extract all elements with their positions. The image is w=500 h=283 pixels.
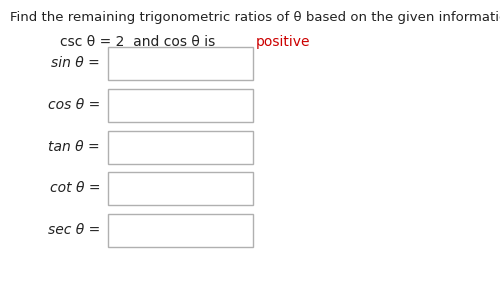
Bar	[108, 46, 253, 80]
Text: Find the remaining trigonometric ratios of θ based on the given information.: Find the remaining trigonometric ratios …	[10, 11, 500, 24]
Bar	[108, 89, 253, 121]
Text: cot θ =: cot θ =	[50, 181, 100, 195]
Bar	[108, 130, 253, 164]
Text: cos θ =: cos θ =	[48, 98, 100, 112]
Text: sin θ =: sin θ =	[52, 56, 100, 70]
Bar	[108, 171, 253, 205]
Text: positive: positive	[256, 35, 310, 49]
Text: csc θ = 2  and cos θ is: csc θ = 2 and cos θ is	[60, 35, 220, 49]
Text: sec θ =: sec θ =	[48, 223, 100, 237]
Bar	[108, 213, 253, 246]
Text: tan θ =: tan θ =	[48, 140, 100, 154]
